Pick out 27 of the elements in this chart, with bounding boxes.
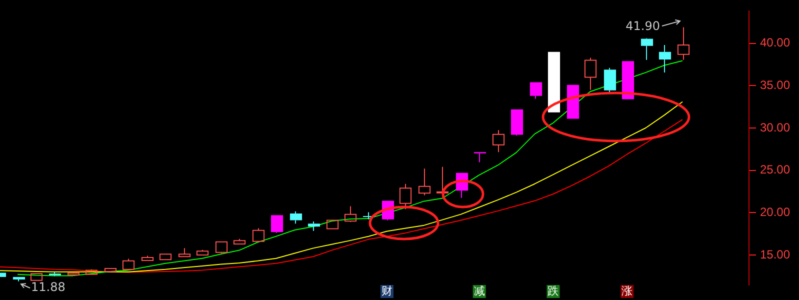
candlestick xyxy=(290,210,302,224)
annotation: 41.90 xyxy=(626,19,660,34)
x-tick-label: 减 xyxy=(474,284,485,298)
candlestick xyxy=(399,183,412,210)
candlestick xyxy=(308,221,320,232)
annotation: 11.88 xyxy=(31,280,66,294)
candlestick xyxy=(640,38,654,60)
y-tick-label: 25.00 xyxy=(760,162,790,177)
y-tick-label: 40.00 xyxy=(760,36,790,50)
candlestick xyxy=(418,168,431,196)
x-tick-label: 涨 xyxy=(622,284,633,298)
candlestick xyxy=(492,130,505,153)
candlestick xyxy=(436,166,449,194)
candlestick xyxy=(12,276,26,282)
y-tick-label: 15.00 xyxy=(760,247,790,262)
x-tick-label: 财 xyxy=(381,284,392,298)
y-tick-label: 30.00 xyxy=(760,120,790,134)
candlestick xyxy=(584,57,597,90)
x-tick-label: 跌 xyxy=(548,284,559,298)
candlestick xyxy=(658,44,672,74)
candlestick xyxy=(178,248,191,258)
y-tick-label: 35.00 xyxy=(760,78,790,92)
y-tick-label: 20.00 xyxy=(760,204,790,219)
candlestick xyxy=(677,26,690,60)
candlestick xyxy=(474,152,486,163)
candlestick xyxy=(270,215,284,234)
candlestick xyxy=(530,82,542,100)
